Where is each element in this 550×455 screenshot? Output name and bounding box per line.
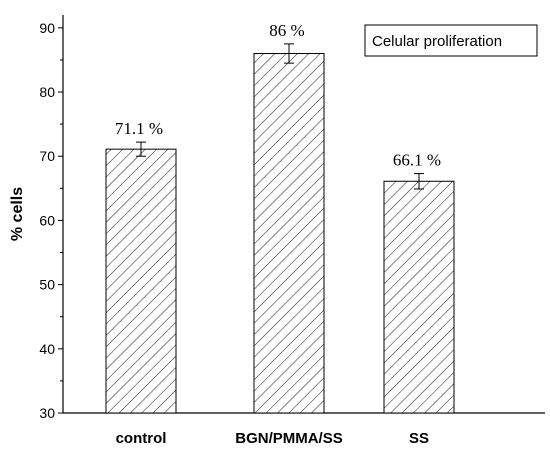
bar-2	[383, 180, 455, 414]
y-tick-label: 80	[39, 84, 55, 100]
data-label: 66.1 %	[393, 151, 441, 170]
legend: Celular proliferation	[364, 24, 538, 57]
x-tick-label: BGN/PMMA/SS	[235, 430, 343, 447]
legend-label: Celular proliferation	[372, 33, 502, 50]
y-tick-label: 90	[39, 20, 55, 36]
bar-0	[105, 148, 177, 414]
labels: control 71.1 % BGN/PMMA/SS 86 % SS 66.1 %	[115, 21, 441, 447]
bar-1	[253, 53, 325, 414]
data-label: 71.1 %	[115, 119, 163, 138]
bars	[105, 43, 455, 414]
y-tick-label: 70	[39, 148, 55, 164]
legend-box	[364, 24, 538, 57]
y-tick-label: 60	[39, 212, 55, 228]
y-axis-title: % cells	[9, 187, 26, 241]
y-tick-label: 30	[39, 405, 55, 421]
x-tick-label: SS	[409, 430, 429, 447]
data-label: 86 %	[269, 21, 304, 40]
y-tick-label: 50	[39, 277, 55, 293]
x-tick-label: control	[116, 430, 167, 447]
y-tick-label: 40	[39, 341, 55, 357]
